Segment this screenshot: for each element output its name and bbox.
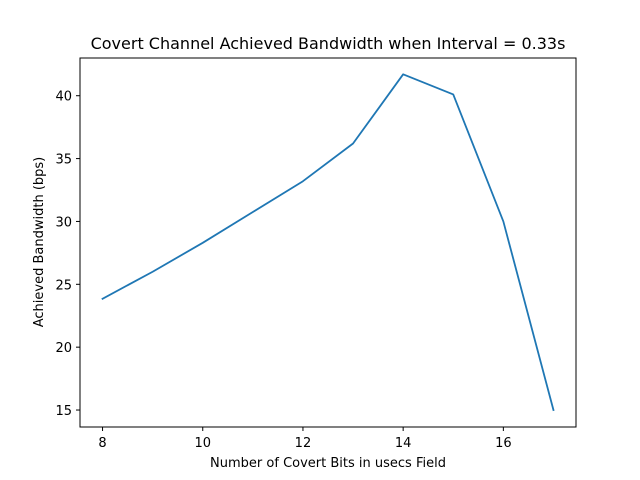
x-axis: 8 10 12 14 16 — [98, 427, 512, 451]
x-tick-label: 10 — [194, 436, 211, 451]
data-point — [452, 93, 454, 95]
data-point — [552, 409, 554, 411]
data-point — [402, 73, 404, 75]
data-point — [502, 220, 504, 222]
y-tick-label: 25 — [55, 278, 72, 293]
y-tick-label: 20 — [55, 341, 72, 356]
y-tick-label: 40 — [55, 90, 72, 105]
data-point — [202, 242, 204, 244]
y-tick-label: 30 — [55, 215, 72, 230]
x-tick-label: 16 — [495, 436, 512, 451]
y-tick-label: 35 — [55, 153, 72, 168]
y-tick-label: 15 — [55, 404, 72, 419]
x-axis-label: Number of Covert Bits in usecs Field — [210, 456, 446, 471]
y-axis: 15 20 25 30 35 40 — [55, 90, 80, 419]
y-axis-label: Achieved Bandwidth (bps) — [32, 157, 47, 328]
x-tick-label: 12 — [295, 436, 312, 451]
data-point — [102, 298, 104, 300]
x-tick-label: 8 — [98, 436, 106, 451]
data-point — [302, 180, 304, 182]
series-line-0 — [101, 73, 555, 412]
data-point — [352, 142, 354, 144]
data-point — [252, 211, 254, 213]
chart-title: Covert Channel Achieved Bandwidth when I… — [91, 34, 566, 53]
x-tick-label: 14 — [395, 436, 412, 451]
series-layer — [101, 73, 555, 412]
plot-area-frame — [79, 57, 577, 428]
data-point — [152, 271, 154, 273]
